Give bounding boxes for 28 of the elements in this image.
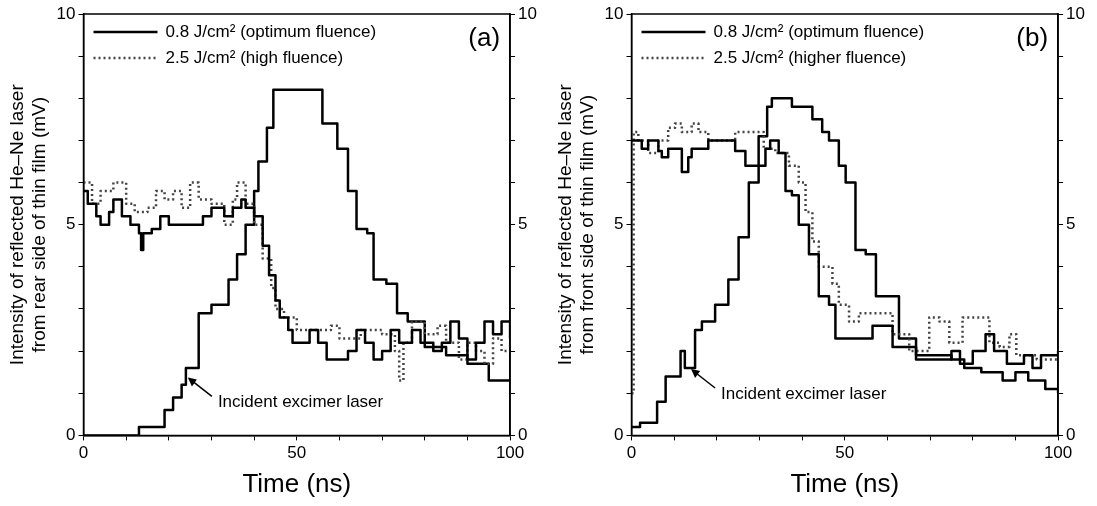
y-tick-label: 10	[56, 3, 76, 23]
legend-label: 2.5 J/cm² (high fluence)	[165, 47, 344, 67]
y-tick-label: 0	[614, 425, 624, 445]
annotation: Incident excimer laser	[217, 392, 384, 412]
x-axis-title: Time (ns)	[790, 467, 900, 498]
y-tick-label: 5	[66, 214, 76, 234]
legend-label: 0.8 J/cm² (optimum fluence)	[713, 21, 925, 41]
x-tick-label: 100	[495, 443, 525, 463]
x-tick-label: 50	[835, 443, 855, 463]
y2-tick-label: 0	[1066, 425, 1076, 445]
y2-tick-label: 10	[518, 3, 538, 23]
y-tick-label: 10	[604, 3, 624, 23]
y-tick-label: 0	[66, 425, 76, 445]
annotation: (a)	[468, 22, 501, 53]
y2-tick-label: 10	[1066, 3, 1086, 23]
x-axis-title: Time (ns)	[242, 467, 352, 498]
legend-label: 0.8 J/cm² (optimum fluence)	[165, 21, 377, 41]
y-axis-title: Intensity of reflected He–Ne laser from rear side of thin film (mV)	[5, 83, 50, 366]
annotation: (b)	[1016, 22, 1049, 53]
y2-tick-label: 5	[518, 214, 528, 234]
x-tick-label: 50	[287, 443, 307, 463]
y2-tick-label: 0	[518, 425, 528, 445]
legend-label: 2.5 J/cm² (higher fluence)	[713, 47, 907, 67]
y-axis-title: Intensity of reflected He–Ne laser from front side of thin film (mV)	[553, 83, 598, 366]
y-tick-label: 5	[614, 214, 624, 234]
x-tick-label: 100	[1043, 443, 1073, 463]
y2-tick-label: 5	[1066, 214, 1076, 234]
annotation: Incident excimer laser	[721, 383, 887, 403]
